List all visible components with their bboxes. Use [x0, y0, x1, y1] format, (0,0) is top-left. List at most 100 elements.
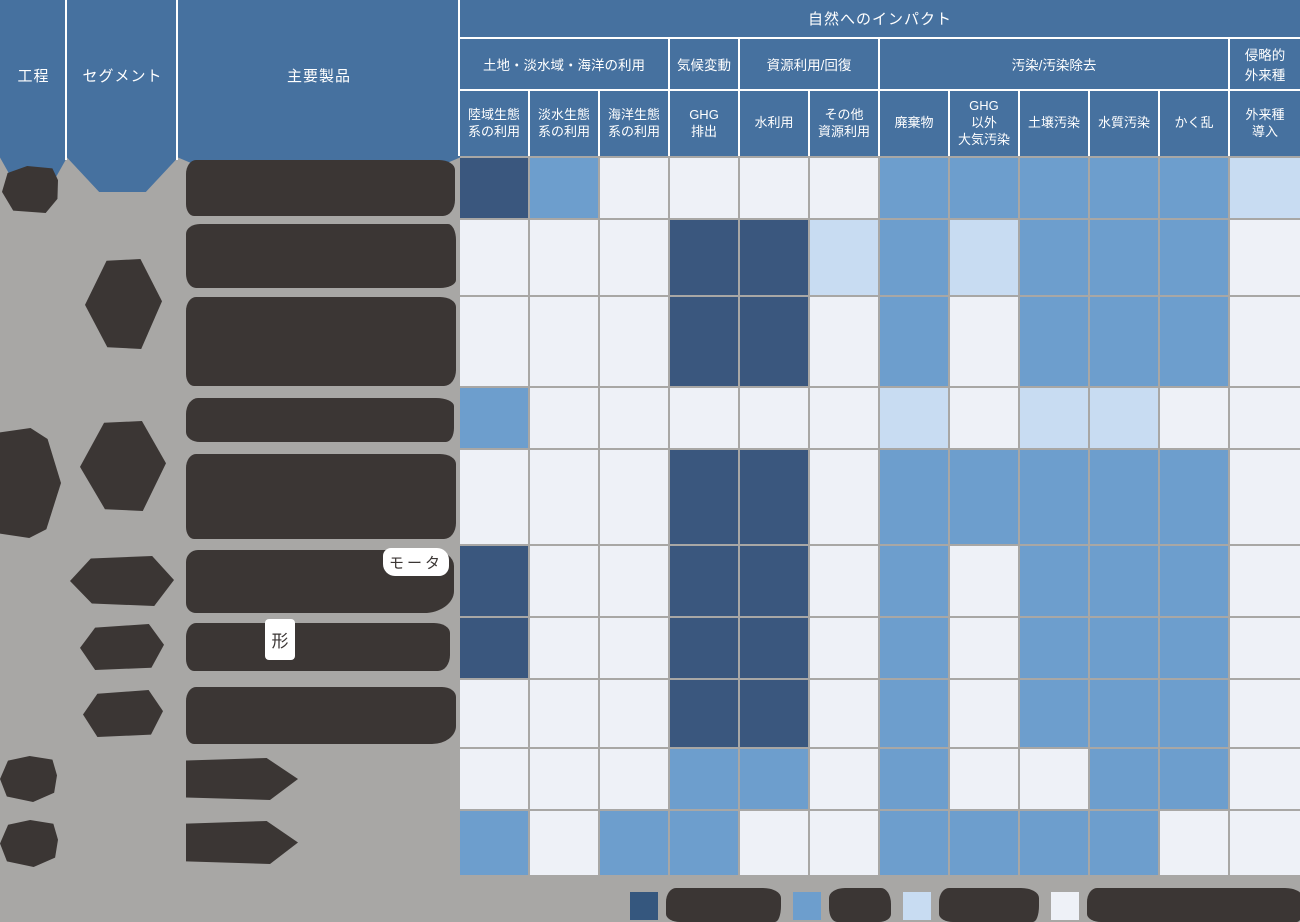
impact-cell-r3-c8 [950, 297, 1018, 386]
impact-cell-r1-c3 [600, 158, 668, 218]
impact-cell-r6-c8 [950, 546, 1018, 616]
impact-cell-r10-c1 [460, 811, 528, 875]
impact-cell-r8-c1 [460, 680, 528, 747]
group-header-pollution-remediation: 汚染/汚染除去 [880, 39, 1228, 89]
col-header-segment: セグメント [67, 0, 178, 192]
product-text-fragment-kata: 形 [265, 619, 295, 660]
impact-cell-r9-c12 [1230, 749, 1300, 809]
col-header-process-label: 工程 [17, 67, 50, 85]
impact-cell-r3-c11 [1160, 297, 1228, 386]
col-header-segment-label: セグメント [82, 67, 163, 85]
column-header-soil-pollution: 土壌汚染 [1020, 91, 1088, 156]
impact-cell-r4-c3 [600, 388, 668, 448]
redacted-product-row1 [186, 160, 455, 216]
impact-cell-r10-c4 [670, 811, 738, 875]
impact-cell-r7-c11 [1160, 618, 1228, 678]
impact-cell-r7-c6 [810, 618, 878, 678]
impact-cell-r3-c9 [1020, 297, 1088, 386]
impact-cell-r8-c7 [880, 680, 948, 747]
redacted-product-row9 [186, 758, 298, 800]
redacted-product-row5 [186, 454, 456, 539]
impact-cell-r7-c9 [1020, 618, 1088, 678]
impact-cell-r1-c11 [1160, 158, 1228, 218]
redacted-segment-3 [70, 556, 174, 606]
impact-cell-r2-c3 [600, 220, 668, 295]
impact-cell-r9-c11 [1160, 749, 1228, 809]
impact-header: 自然へのインパクト 土地・淡水域・海洋の利用 気候変動 資源利用/回復 汚染/汚… [458, 0, 1300, 156]
impact-cell-r5-c8 [950, 450, 1018, 544]
impact-cell-r9-c4 [670, 749, 738, 809]
column-header-marine-ecosystem-use: 海洋生態 系の利用 [600, 91, 668, 156]
impact-cell-r9-c6 [810, 749, 878, 809]
impact-cell-r5-c4 [670, 450, 738, 544]
impact-cell-r9-c7 [880, 749, 948, 809]
impact-cell-r4-c8 [950, 388, 1018, 448]
impact-cell-r6-c2 [530, 546, 598, 616]
redacted-process-row1 [2, 166, 58, 213]
impact-cell-r2-c9 [1020, 220, 1088, 295]
legend-swatch-level1 [903, 892, 931, 920]
legend-label-redacted-1 [666, 888, 781, 922]
impact-cell-r4-c11 [1160, 388, 1228, 448]
legend-swatch-level2 [793, 892, 821, 920]
redacted-segment-1 [85, 259, 162, 349]
impact-column-band: 陸域生態 系の利用 淡水生態 系の利用 海洋生態 系の利用 GHG 排出 水利用… [460, 91, 1300, 156]
impact-cell-r6-c4 [670, 546, 738, 616]
impact-cell-r2-c6 [810, 220, 878, 295]
impact-cell-r10-c9 [1020, 811, 1088, 875]
group-header-land-water-ocean-use: 土地・淡水域・海洋の利用 [460, 39, 668, 89]
impact-cell-r2-c2 [530, 220, 598, 295]
impact-cell-r8-c2 [530, 680, 598, 747]
impact-cell-r10-c7 [880, 811, 948, 875]
impact-cell-r2-c1 [460, 220, 528, 295]
legend-swatch-level0 [1051, 892, 1079, 920]
impact-cell-r3-c5 [740, 297, 808, 386]
impact-cell-r6-c1 [460, 546, 528, 616]
impact-cell-r5-c11 [1160, 450, 1228, 544]
impact-cell-r1-c4 [670, 158, 738, 218]
impact-cell-r7-c1 [460, 618, 528, 678]
impact-cell-r3-c4 [670, 297, 738, 386]
impact-title-band: 自然へのインパクト [460, 0, 1300, 37]
impact-cell-r5-c5 [740, 450, 808, 544]
redacted-process-row10 [0, 820, 58, 867]
impact-cell-r6-c7 [880, 546, 948, 616]
impact-cell-r4-c1 [460, 388, 528, 448]
column-header-other-resource-use: その他 資源利用 [810, 91, 878, 156]
legend-label-redacted-2 [829, 888, 891, 922]
impact-cell-r2-c11 [1160, 220, 1228, 295]
impact-cell-r10-c3 [600, 811, 668, 875]
impact-cell-r1-c10 [1090, 158, 1158, 218]
impact-cell-r8-c11 [1160, 680, 1228, 747]
impact-cell-r6-c5 [740, 546, 808, 616]
legend-label-redacted-4 [1087, 888, 1300, 922]
redacted-product-row2 [186, 224, 456, 288]
impact-cell-r10-c11 [1160, 811, 1228, 875]
impact-cell-r1-c12 [1230, 158, 1300, 218]
impact-cell-r7-c8 [950, 618, 1018, 678]
impact-cell-r7-c12 [1230, 618, 1300, 678]
impact-cell-r7-c5 [740, 618, 808, 678]
impact-cell-r6-c12 [1230, 546, 1300, 616]
impact-cell-r9-c3 [600, 749, 668, 809]
impact-heatmap-grid [460, 158, 1300, 875]
impact-title: 自然へのインパクト [807, 11, 952, 28]
heatmap-legend [630, 888, 1300, 922]
redacted-process-middle [0, 428, 61, 538]
impact-cell-r5-c2 [530, 450, 598, 544]
product-text-fragment-motor: モータ [383, 548, 449, 576]
column-header-water-use: 水利用 [740, 91, 808, 156]
header-divider [65, 0, 67, 160]
impact-cell-r10-c2 [530, 811, 598, 875]
redacted-product-row7 [186, 623, 450, 671]
column-header-waste: 廃棄物 [880, 91, 948, 156]
impact-cell-r9-c8 [950, 749, 1018, 809]
impact-cell-r9-c1 [460, 749, 528, 809]
impact-cell-r7-c4 [670, 618, 738, 678]
group-header-climate-change: 気候変動 [670, 39, 738, 89]
impact-cell-r10-c6 [810, 811, 878, 875]
impact-cell-r2-c12 [1230, 220, 1300, 295]
impact-cell-r4-c9 [1020, 388, 1088, 448]
column-header-terrestrial-ecosystem-use: 陸域生態 系の利用 [460, 91, 528, 156]
col-header-process: 工程 [0, 0, 67, 192]
